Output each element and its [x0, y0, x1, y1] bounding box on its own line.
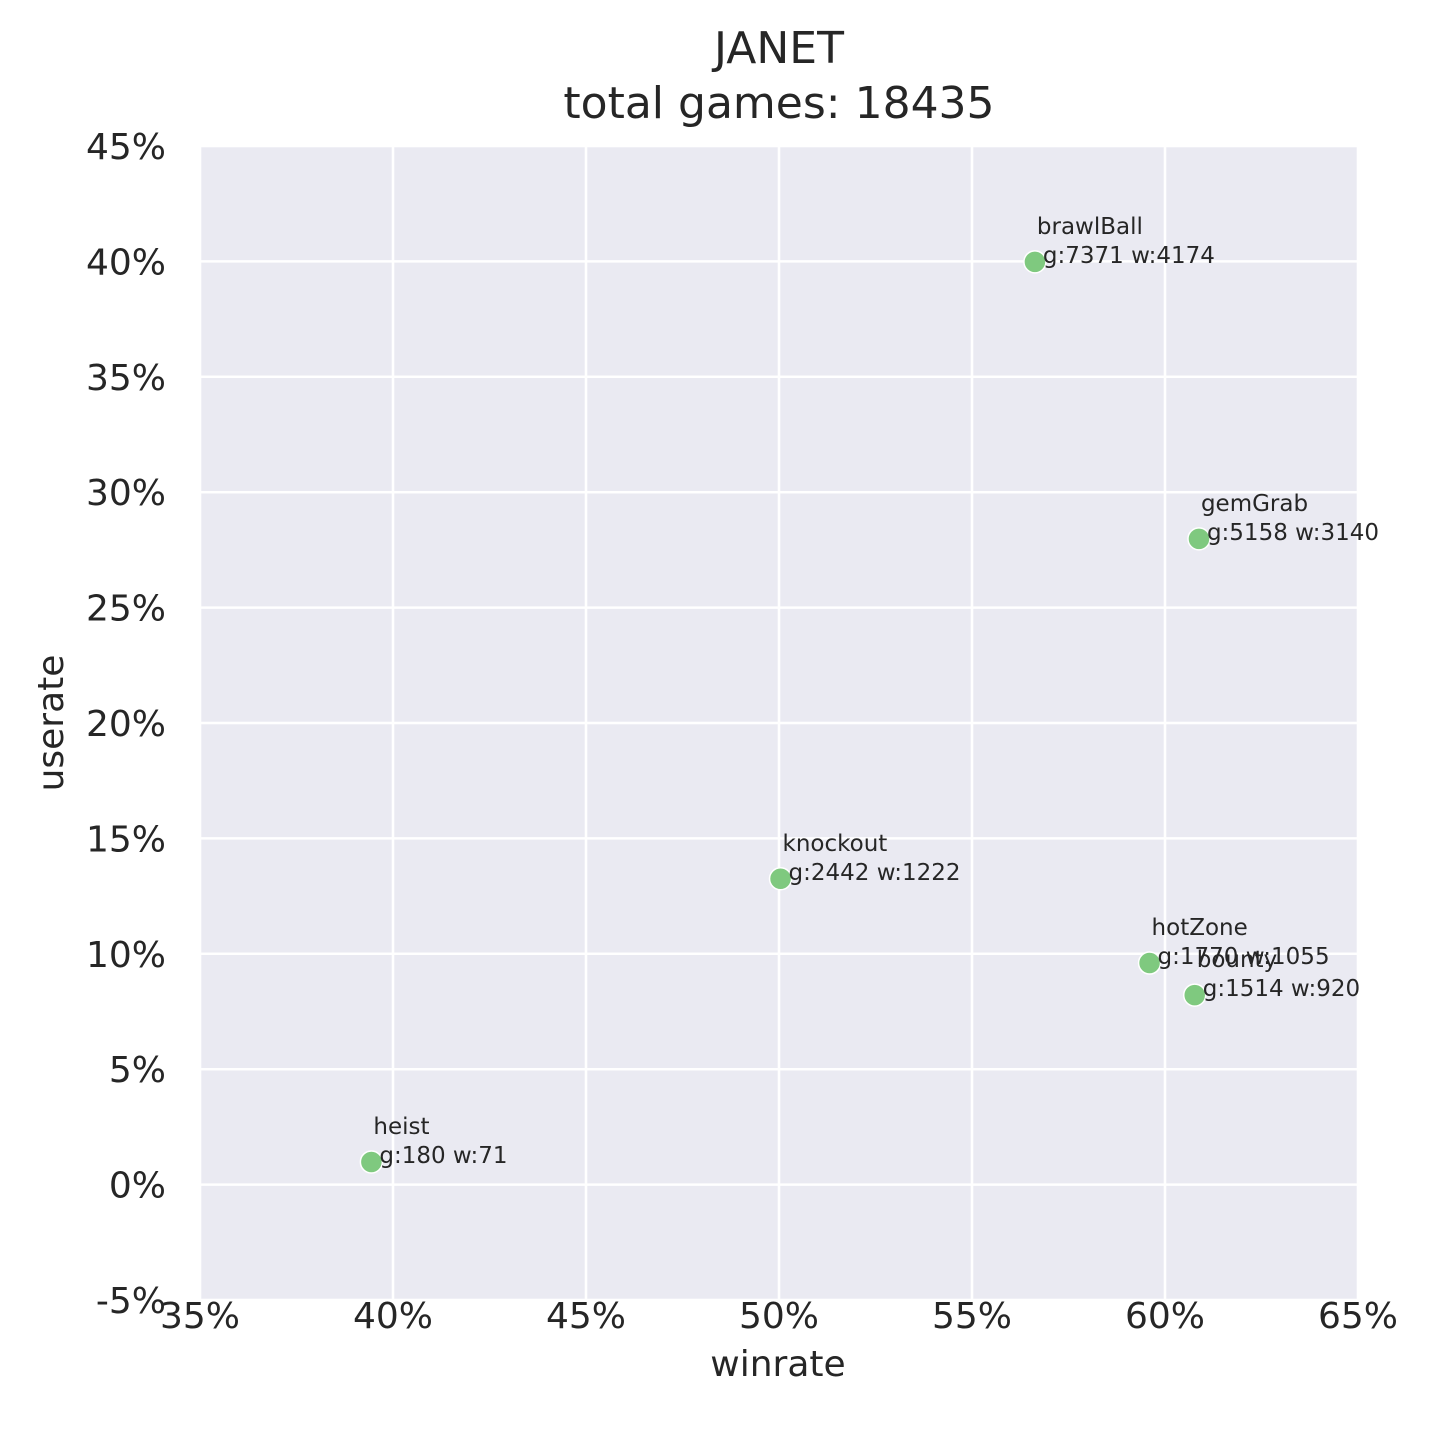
- chart-subtitle: total games: 18435: [563, 78, 994, 129]
- point-label-detail: g:1770 w:1055: [1158, 944, 1330, 970]
- data-point: [1137, 951, 1162, 975]
- y-tick-label: 35%: [86, 358, 166, 399]
- data-point: [1187, 527, 1211, 551]
- grid-lines: [198, 144, 1360, 1302]
- tick-labels: 35% 40% 45% 50% 55% 60% 65% -5% 0% 5% 10% 15% 20% 25%…: [86, 127, 1398, 1337]
- x-tick-label: 60%: [1125, 1296, 1205, 1337]
- y-tick-label: 25%: [86, 589, 166, 630]
- y-tick-label: 30%: [86, 473, 166, 514]
- data-point: [1023, 250, 1047, 274]
- point-label-detail: g:5158 w:3140: [1207, 520, 1379, 546]
- point-label-detail: g:7371 w:4174: [1043, 243, 1215, 269]
- point-label-name: knockout: [783, 831, 888, 857]
- y-tick-label: 0%: [109, 1166, 166, 1207]
- x-axis-label: winrate: [710, 1344, 845, 1385]
- point-label-name: hotZone: [1152, 915, 1248, 941]
- y-axis-label: userate: [31, 655, 72, 792]
- y-tick-label: 40%: [86, 242, 166, 283]
- x-tick-label: 35%: [160, 1296, 240, 1337]
- x-tick-label: 55%: [932, 1296, 1012, 1337]
- y-tick-label: 15%: [86, 819, 166, 860]
- y-tick-label: 5%: [109, 1050, 166, 1091]
- data-points: brawlBall g:7371 w:4174 gemGrab g:5158 w:31…: [359, 214, 1379, 1174]
- point-label-name: brawlBall: [1037, 214, 1143, 240]
- data-point: [768, 867, 793, 891]
- point-label-name: bounty: [1197, 947, 1277, 973]
- point-label-name: gemGrab: [1201, 491, 1308, 517]
- x-tick-label: 45%: [546, 1296, 626, 1337]
- data-point: [359, 1150, 384, 1174]
- chart-title: JANET: [711, 23, 844, 74]
- y-tick-label: 20%: [86, 704, 166, 745]
- point-label-detail: g:2442 w:1222: [789, 860, 961, 886]
- x-tick-label: 40%: [353, 1296, 433, 1337]
- point-label-name: heist: [373, 1114, 429, 1140]
- x-tick-label: 65%: [1318, 1296, 1398, 1337]
- point-label-detail: g:180 w:71: [379, 1143, 507, 1169]
- y-tick-label: 45%: [86, 127, 166, 168]
- x-tick-label: 50%: [739, 1296, 819, 1337]
- y-tick-label: 10%: [86, 935, 166, 976]
- data-point: [1182, 983, 1207, 1007]
- point-label-detail: g:1514 w:920: [1203, 976, 1360, 1002]
- y-tick-label: -5%: [96, 1281, 166, 1322]
